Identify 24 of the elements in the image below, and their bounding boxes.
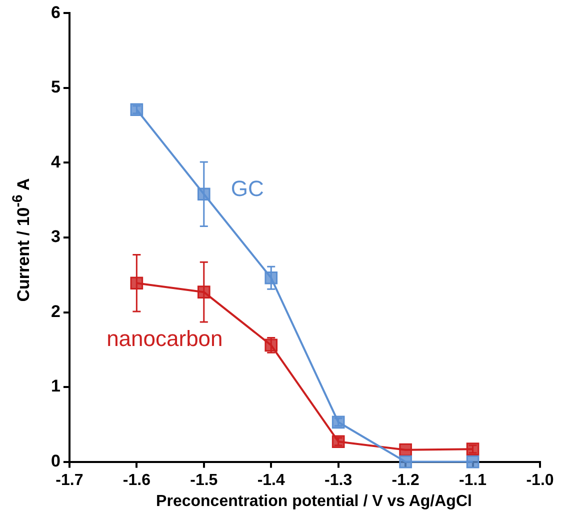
- point: [197, 286, 210, 298]
- x-axis-title: Preconcentration potential / V vs Ag/AgCl: [155, 493, 473, 511]
- y-tick-label: 0: [50, 451, 60, 470]
- point: [466, 455, 480, 468]
- point: [399, 443, 412, 456]
- point: [264, 271, 278, 284]
- x-tick-label: -1.4: [257, 472, 285, 489]
- series-label: nanocarbon: [106, 326, 223, 352]
- x-tick-label: -1.1: [458, 472, 487, 489]
- series-label: GC: [230, 176, 264, 202]
- y-tick-label: 6: [50, 2, 60, 22]
- x-tick-label: -1.7: [56, 472, 84, 489]
- x-tick-label: -1.5: [190, 472, 218, 489]
- y-tick-label: 5: [50, 78, 60, 97]
- x-tick-label: -1.0: [526, 472, 554, 489]
- y-tick-label: 1: [50, 376, 60, 396]
- y-tick-label: 2: [50, 302, 60, 321]
- x-tick-label: -1.2: [392, 472, 420, 489]
- y-tick-label: 4: [50, 152, 61, 172]
- point: [197, 188, 210, 201]
- y-tick-label: 3: [50, 227, 60, 246]
- x-tick-label: -1.6: [122, 472, 151, 489]
- x-tick-label: -1.3: [324, 472, 352, 489]
- point: [399, 455, 412, 468]
